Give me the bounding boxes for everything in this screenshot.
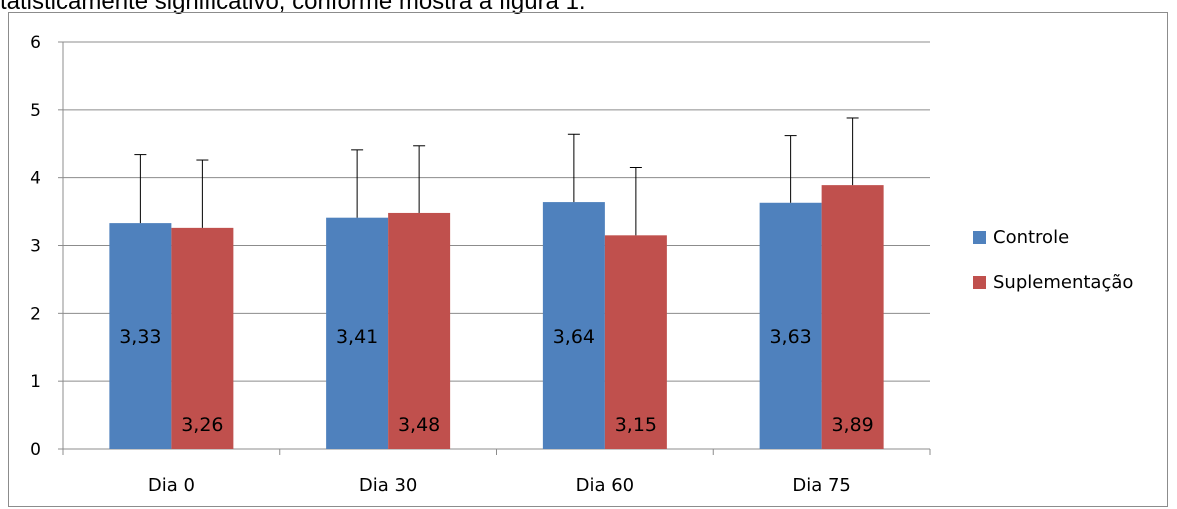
legend-label: Controle xyxy=(993,227,1069,248)
data-label: 3,89 xyxy=(831,414,873,436)
data-label: 3,63 xyxy=(769,326,811,348)
y-tick-label: 0 xyxy=(30,440,41,460)
x-tick-label: Dia 75 xyxy=(792,475,851,496)
bar-controle xyxy=(326,217,389,449)
bar-controle xyxy=(109,223,172,449)
chart-frame xyxy=(8,12,1168,507)
data-label: 3,64 xyxy=(553,326,595,348)
x-tick-label: Dia 60 xyxy=(576,475,635,496)
y-tick-label: 3 xyxy=(30,237,41,257)
data-label: 3,15 xyxy=(615,414,657,436)
y-tick-label: 5 xyxy=(30,101,41,121)
y-tick-label: 6 xyxy=(30,33,41,53)
data-label: 3,26 xyxy=(181,414,223,436)
data-label: 3,41 xyxy=(336,326,378,348)
y-tick-label: 2 xyxy=(30,304,41,324)
data-label: 3,48 xyxy=(398,414,440,436)
legend-swatch xyxy=(973,231,986,244)
bar-controle xyxy=(759,202,822,449)
x-tick-label: Dia 0 xyxy=(148,475,195,496)
bar-suplementacao xyxy=(171,227,234,449)
legend-label: Suplementação xyxy=(993,272,1133,293)
page-heading-text: tatisticamente significativo, conforme m… xyxy=(0,0,586,15)
bar-suplementacao xyxy=(821,185,884,449)
legend-swatch xyxy=(973,276,986,289)
bar-suplementacao xyxy=(604,235,667,449)
y-tick-label: 4 xyxy=(30,169,41,189)
data-label: 3,33 xyxy=(119,326,161,348)
bar-controle xyxy=(542,202,605,449)
x-tick-label: Dia 30 xyxy=(359,475,418,496)
y-tick-label: 1 xyxy=(30,372,41,392)
bar-suplementacao xyxy=(388,212,451,449)
